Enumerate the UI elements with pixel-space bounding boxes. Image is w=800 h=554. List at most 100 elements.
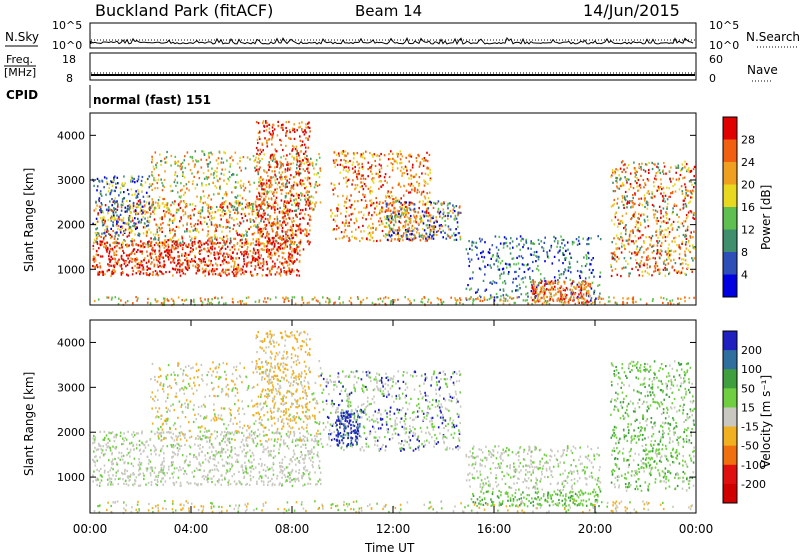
power-cell — [274, 188, 276, 191]
power-cell — [292, 162, 295, 165]
power-cell — [330, 209, 332, 212]
power-cell — [417, 222, 420, 225]
power-cell — [368, 211, 370, 214]
power-cell — [399, 162, 401, 165]
power-cell — [670, 223, 673, 226]
power-cell — [411, 202, 413, 205]
power-cell — [526, 292, 529, 295]
power-cell — [249, 158, 251, 161]
power-cell — [684, 243, 687, 246]
power-cell — [497, 268, 500, 271]
power-cell — [364, 199, 367, 202]
power-cell — [164, 250, 167, 253]
power-cell — [258, 177, 261, 180]
power-cell — [99, 255, 102, 258]
power-cell — [299, 239, 302, 242]
power-cell — [136, 202, 138, 205]
power-cell — [509, 252, 512, 255]
power-cell — [167, 252, 170, 255]
power-cell — [361, 185, 363, 188]
power-cell — [211, 153, 213, 156]
power-cell — [291, 144, 294, 148]
power-cell — [346, 235, 348, 238]
power-cell — [155, 166, 158, 169]
power-cell — [685, 247, 688, 250]
power-cell — [381, 206, 383, 209]
power-cell — [664, 263, 667, 266]
power-cell — [612, 181, 614, 184]
power-cell — [672, 303, 675, 306]
power-cell — [112, 241, 114, 245]
power-cell — [193, 208, 196, 211]
power-cell — [238, 269, 241, 272]
power-cell — [692, 190, 695, 193]
power-cell — [213, 172, 215, 175]
power-cell — [184, 252, 187, 255]
power-cell — [635, 266, 637, 269]
power-cell — [384, 218, 387, 221]
power-cell — [274, 179, 276, 182]
power-cell — [658, 187, 660, 190]
power-cell — [647, 219, 649, 222]
power-cell — [175, 225, 178, 228]
power-cell — [364, 206, 367, 210]
power-cell — [235, 202, 238, 205]
power-cell — [301, 194, 303, 197]
power-cell — [304, 213, 306, 216]
power-cell — [255, 257, 257, 260]
power-cell — [256, 208, 258, 211]
power-cell — [365, 206, 368, 209]
power-cell — [178, 201, 181, 204]
power-cell — [289, 229, 292, 232]
power-cell — [414, 210, 416, 213]
power-cell — [274, 211, 276, 214]
power-cell — [236, 232, 238, 235]
power-cell — [621, 267, 623, 270]
power-cell — [258, 194, 261, 197]
power-cell — [209, 247, 212, 250]
power-cell — [444, 214, 447, 218]
power-cell — [441, 217, 444, 220]
power-cell — [528, 267, 531, 270]
power-cell — [391, 169, 394, 172]
power-cell — [359, 302, 362, 305]
power-cell — [260, 254, 262, 257]
power-cell — [123, 259, 125, 262]
power-cell — [281, 226, 284, 230]
power-cell — [165, 241, 168, 244]
power-cell — [244, 214, 247, 217]
power-cell — [207, 255, 210, 258]
power-cell — [171, 201, 174, 204]
power-cell — [628, 188, 630, 191]
power-cell — [634, 226, 637, 229]
power-cell — [564, 244, 566, 247]
power-cell — [171, 214, 174, 217]
power-cell — [215, 223, 217, 226]
power-cell — [659, 257, 661, 260]
power-cell — [159, 264, 161, 267]
power-cell — [648, 273, 650, 276]
power-cell — [345, 176, 347, 179]
power-cell — [429, 168, 431, 171]
power-cell — [99, 266, 102, 269]
power-cell — [454, 214, 457, 217]
power-cell — [379, 212, 381, 215]
power-cell — [196, 269, 199, 272]
power-cell — [416, 191, 418, 194]
power-cell — [231, 270, 234, 273]
power-cell — [407, 212, 410, 215]
power-cell — [137, 270, 139, 273]
power-cell — [401, 155, 404, 158]
power-cell — [295, 198, 297, 201]
power-cell — [136, 258, 139, 261]
power-cell — [305, 123, 307, 126]
power-cell — [693, 230, 695, 233]
power-cell — [271, 223, 274, 227]
power-cell — [399, 185, 402, 188]
power-cell — [489, 281, 492, 284]
power-cell — [638, 230, 640, 233]
power-cell — [440, 224, 442, 227]
power-cell — [414, 190, 416, 193]
power-cell — [684, 296, 686, 299]
power-cell — [224, 259, 226, 262]
